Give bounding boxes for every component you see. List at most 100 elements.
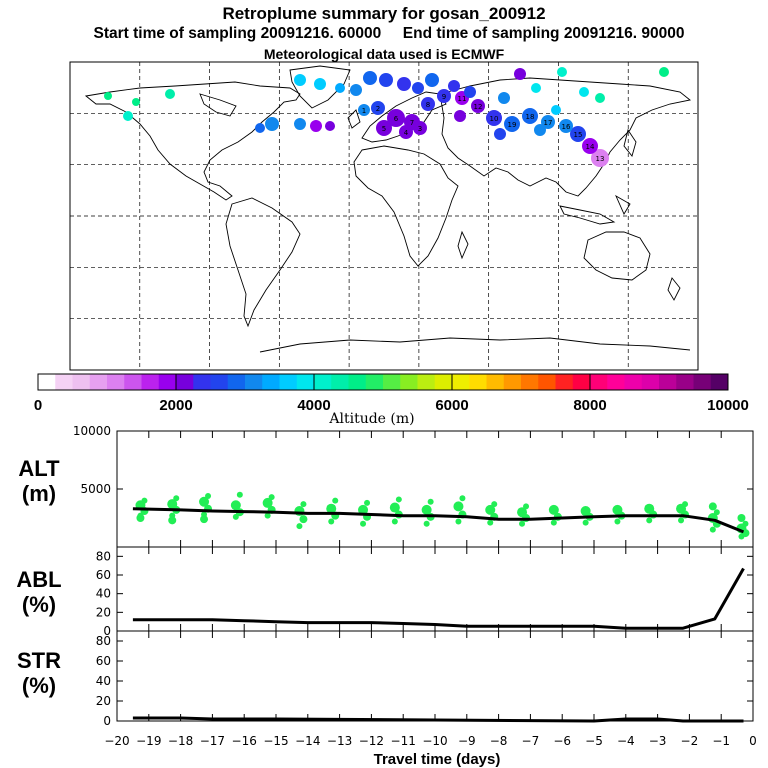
y-tick-label: 60 bbox=[96, 568, 111, 582]
alt-spread-point bbox=[236, 491, 243, 498]
colorbar-swatch bbox=[314, 374, 332, 390]
x-tick-label: −7 bbox=[522, 734, 540, 748]
plume-day-number: 2 bbox=[376, 105, 380, 113]
plume-marker bbox=[376, 120, 392, 136]
str-panel-label: STR (%) bbox=[4, 648, 74, 698]
colorbar-swatch bbox=[400, 374, 418, 390]
x-tick-label: −14 bbox=[295, 734, 320, 748]
alt-spread-point bbox=[487, 519, 494, 526]
colorbar-swatch bbox=[503, 374, 522, 390]
x-tick-label: −9 bbox=[458, 734, 476, 748]
y-tick-label: 40 bbox=[96, 674, 111, 688]
alt-spread-point bbox=[262, 497, 273, 508]
colorbar-swatch bbox=[486, 374, 505, 390]
plume-marker bbox=[498, 92, 510, 104]
alt-spread-point bbox=[737, 514, 746, 522]
plume-marker bbox=[421, 97, 435, 111]
alt-spread-point bbox=[708, 502, 717, 511]
plume-marker bbox=[399, 125, 413, 139]
colorbar-swatch bbox=[124, 374, 142, 390]
y-tick-label: 0 bbox=[103, 714, 111, 728]
alt-spread-point bbox=[358, 504, 369, 515]
x-tick-label: −15 bbox=[263, 734, 288, 748]
plume-day-number: 6 bbox=[394, 115, 399, 123]
alt-spread-point bbox=[264, 512, 271, 519]
altitude-colorbar: 0 2000 4000 6000 8000 10000 bbox=[34, 373, 749, 414]
plume-marker bbox=[579, 87, 589, 97]
plume-marker bbox=[659, 67, 669, 77]
colorbar-swatch bbox=[659, 374, 677, 390]
colorbar-swatch bbox=[158, 374, 177, 390]
colorbar-tick-label: 10000 bbox=[707, 397, 749, 414]
plume-marker bbox=[265, 117, 279, 131]
x-tick-label: −20 bbox=[104, 734, 129, 748]
abl-label: ABL bbox=[16, 567, 62, 592]
str-unit: (%) bbox=[21, 673, 57, 698]
alt-spread-point bbox=[523, 503, 530, 510]
abl-unit: (%) bbox=[21, 592, 57, 617]
y-tick-label: 5000 bbox=[80, 482, 111, 496]
alt-spread-point bbox=[421, 504, 432, 515]
colorbar-swatch bbox=[176, 374, 194, 390]
alt-spread-point bbox=[200, 515, 209, 524]
alt-spread-point bbox=[582, 519, 589, 526]
alt-spread-point bbox=[517, 507, 528, 518]
x-tick-label: −17 bbox=[200, 734, 225, 748]
colorbar-tick-label: 6000 bbox=[435, 397, 468, 414]
plume-marker bbox=[464, 86, 476, 98]
plume-marker bbox=[570, 126, 586, 142]
plume-marker bbox=[595, 93, 605, 103]
figure-title: Retroplume summary for gosan_200912 bbox=[222, 4, 546, 23]
colorbar-swatch bbox=[331, 374, 349, 390]
colorbar-swatch bbox=[383, 374, 401, 390]
plume-marker bbox=[123, 111, 133, 121]
colorbar-swatch bbox=[72, 374, 91, 390]
x-tick-label: −19 bbox=[136, 734, 161, 748]
alt-spread-point bbox=[612, 504, 623, 515]
alt-spread-point bbox=[644, 503, 655, 514]
panel-str: 0 20 40 60 80 bbox=[96, 630, 754, 728]
plume-day-number: 14 bbox=[586, 143, 595, 151]
alt-label: ALT bbox=[18, 456, 60, 481]
colorbar-swatch bbox=[279, 374, 298, 390]
plume-day-number: 10 bbox=[490, 115, 499, 123]
colorbar-swatch bbox=[469, 374, 487, 390]
colorbar-swatch bbox=[693, 374, 712, 390]
panel-abl: 0 20 40 60 80 bbox=[96, 546, 754, 638]
alt-spread-point bbox=[199, 496, 210, 507]
plume-marker bbox=[314, 78, 326, 90]
colorbar-swatch bbox=[555, 374, 574, 390]
colorbar-swatch bbox=[262, 374, 280, 390]
plume-day-number: 9 bbox=[442, 93, 446, 101]
plume-day-number: 18 bbox=[526, 113, 535, 121]
plume-marker bbox=[335, 83, 345, 93]
panel-alt: 5000 10000 bbox=[73, 424, 754, 548]
alt-spread-point bbox=[713, 509, 720, 516]
alt-spread-point bbox=[300, 501, 307, 508]
colorbar-swatch bbox=[245, 374, 263, 390]
colorbar-axis-label: Altitude (m) bbox=[328, 411, 414, 427]
alt-spread-point bbox=[548, 504, 559, 515]
plume-marker bbox=[557, 67, 567, 77]
alt-spread-point bbox=[550, 519, 557, 526]
x-tick-label: −16 bbox=[232, 734, 257, 748]
plume-day-number: 19 bbox=[508, 121, 517, 129]
panel-frame bbox=[116, 630, 754, 722]
plume-day-number: 13 bbox=[596, 155, 605, 163]
alt-spread-point bbox=[173, 495, 180, 502]
plume-day-number: 11 bbox=[458, 95, 467, 103]
plume-day-number: 4 bbox=[404, 129, 409, 137]
x-tick-label: −12 bbox=[359, 734, 384, 748]
alt-spread-point bbox=[232, 513, 239, 520]
x-axis-label: Travel time (days) bbox=[374, 751, 501, 768]
plume-marker bbox=[294, 74, 306, 86]
alt-spread-point bbox=[491, 501, 498, 508]
y-tick-label: 10000 bbox=[73, 424, 111, 438]
x-tick-label: −5 bbox=[585, 734, 603, 748]
alt-spread-point bbox=[709, 526, 716, 533]
alt-unit: (m) bbox=[21, 481, 57, 506]
colorbar-swatch bbox=[107, 374, 125, 390]
plume-marker bbox=[471, 99, 485, 113]
plume-marker bbox=[310, 120, 322, 132]
alt-spread-point bbox=[519, 520, 526, 527]
